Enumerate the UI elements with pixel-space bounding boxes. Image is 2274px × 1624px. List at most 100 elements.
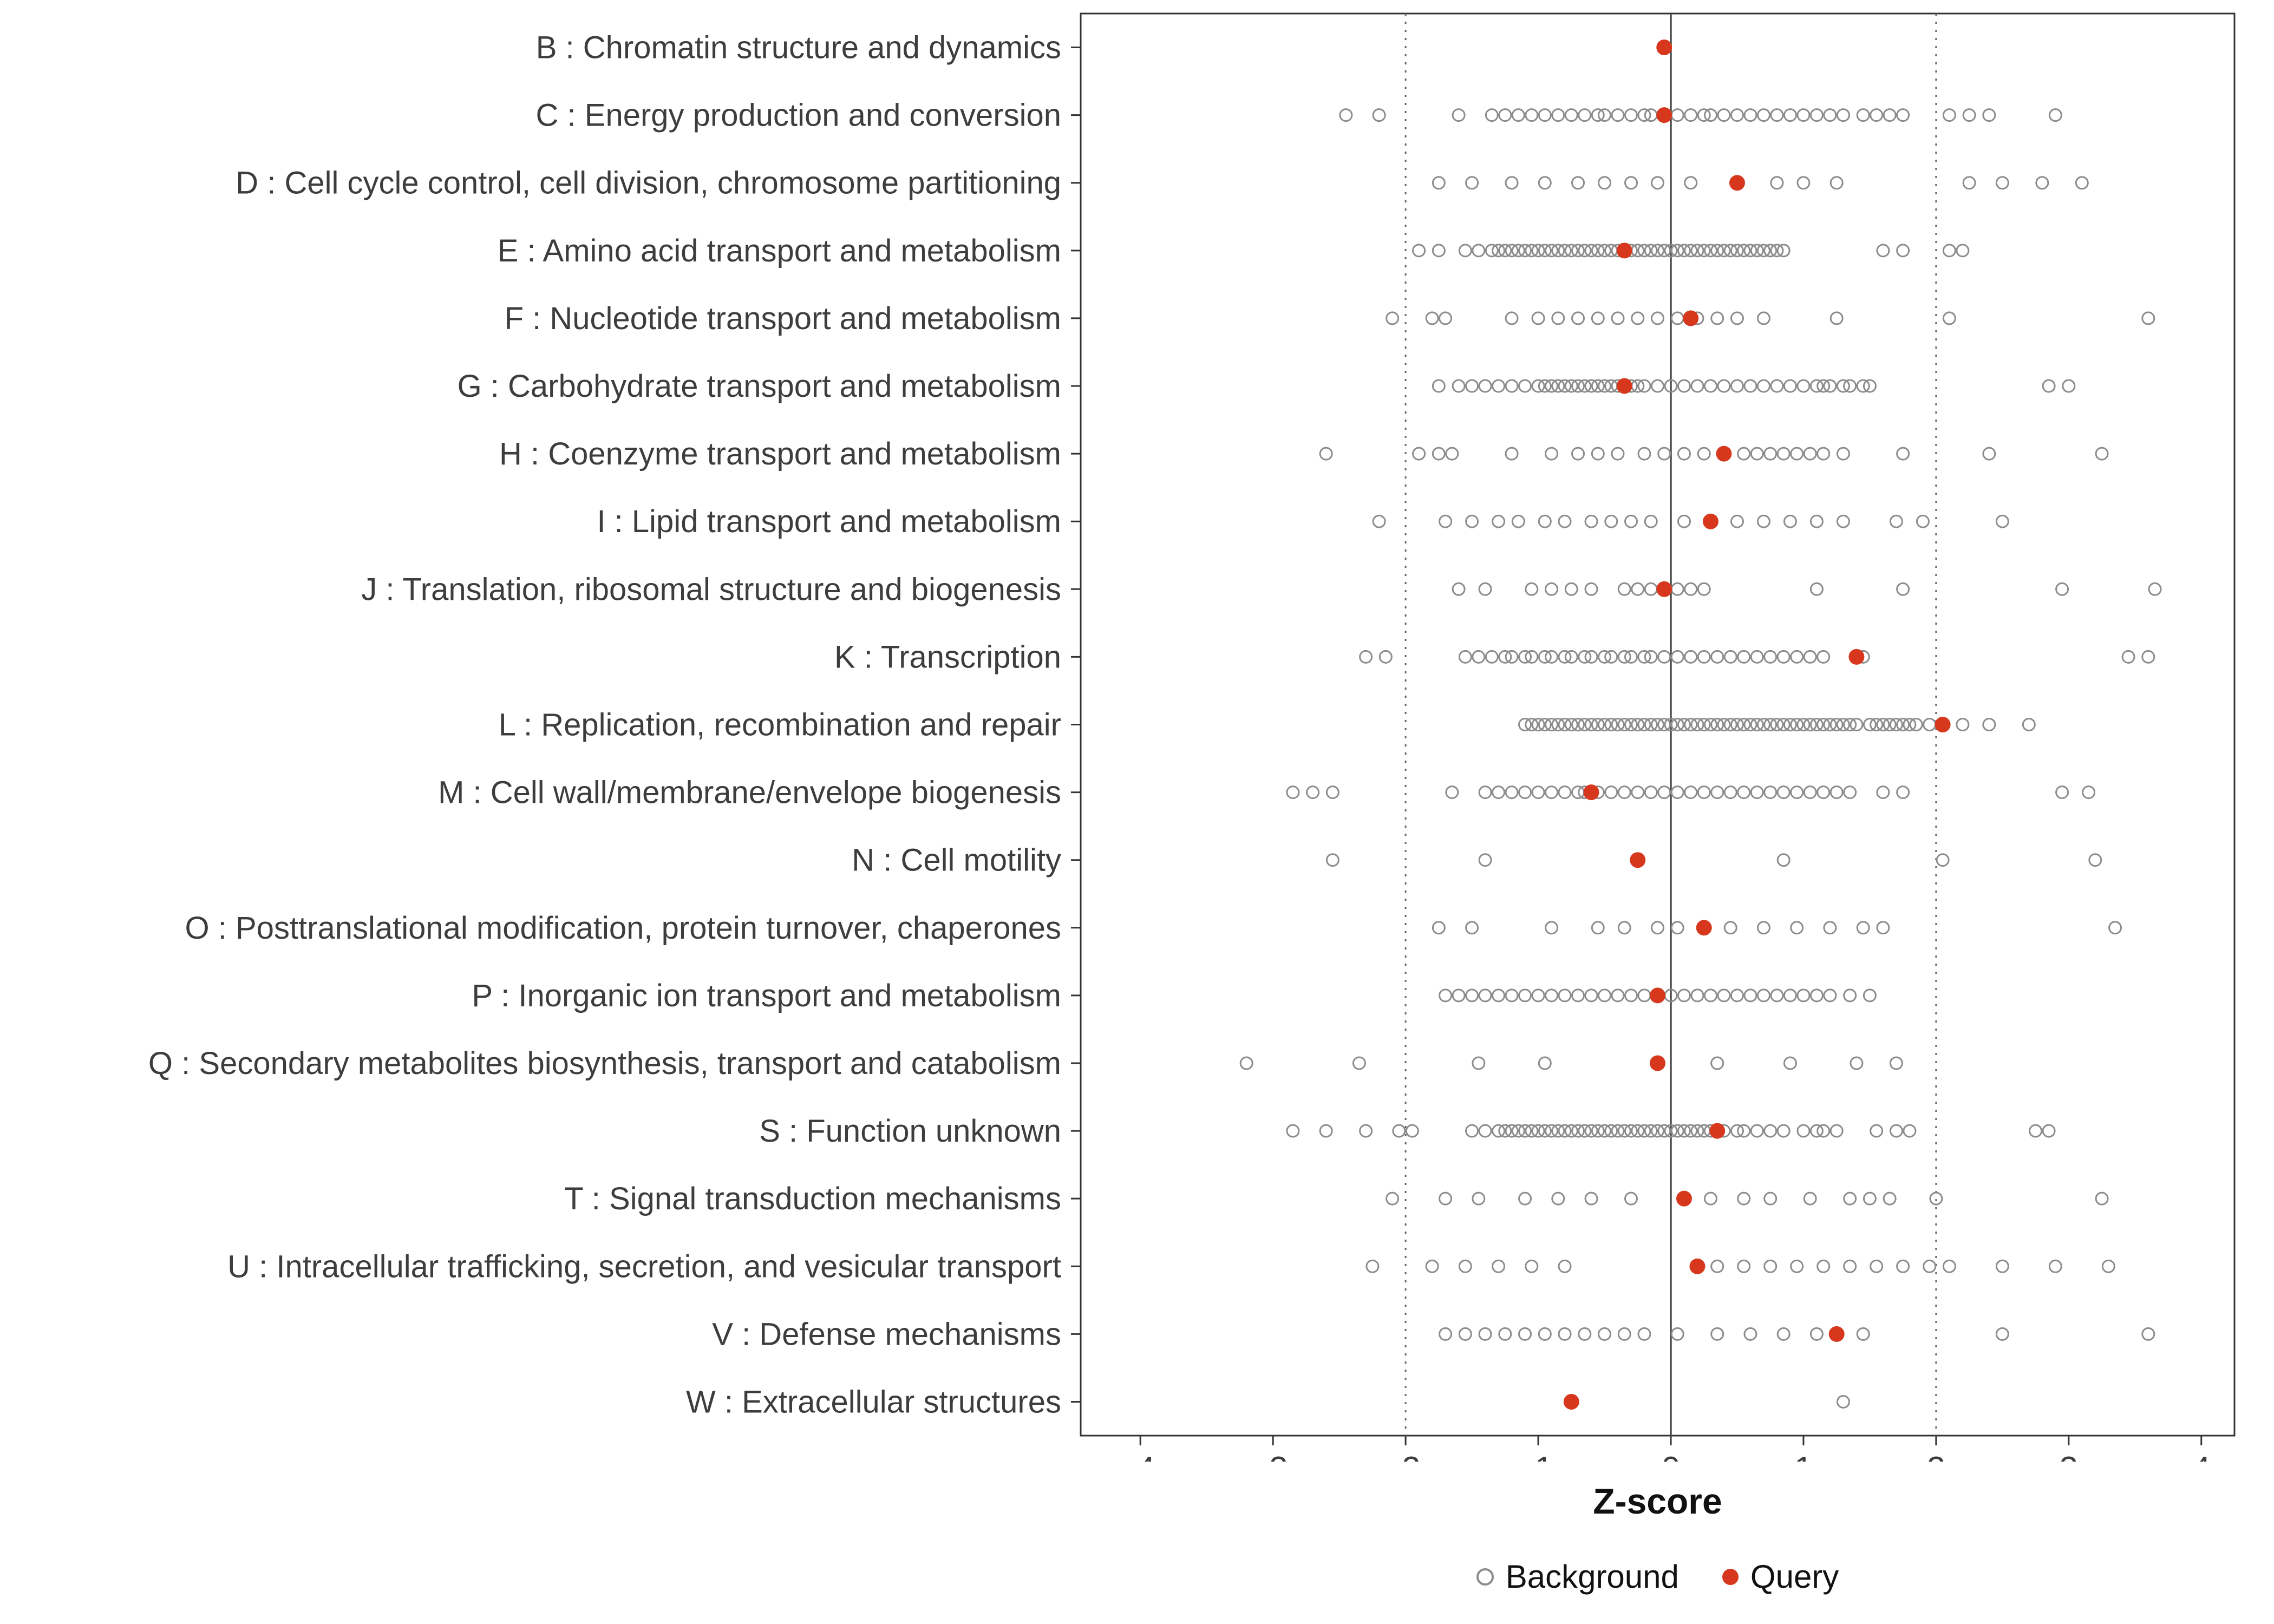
background-point bbox=[1730, 514, 1744, 528]
background-point bbox=[1670, 921, 1684, 935]
background-point bbox=[1717, 718, 1731, 731]
background-point bbox=[1591, 921, 1605, 935]
background-point bbox=[1637, 718, 1651, 731]
background-point bbox=[1525, 650, 1539, 664]
background-point bbox=[1538, 1124, 1552, 1138]
background-point bbox=[1803, 785, 1817, 800]
background-point bbox=[1439, 1191, 1453, 1206]
background-point bbox=[2101, 1259, 2115, 1273]
background-point bbox=[1617, 785, 1631, 800]
background-point bbox=[1995, 1259, 2009, 1273]
background-point bbox=[1637, 108, 1651, 122]
background-point bbox=[1843, 718, 1857, 731]
background-point bbox=[1545, 447, 1559, 461]
background-point bbox=[1485, 650, 1499, 664]
query-point bbox=[1848, 649, 1865, 665]
background-point bbox=[1405, 1124, 1419, 1138]
background-point bbox=[1604, 1124, 1618, 1138]
background-point bbox=[1465, 988, 1479, 1003]
background-point bbox=[1995, 1327, 2009, 1341]
background-point bbox=[1591, 718, 1605, 731]
background-point bbox=[1809, 1327, 1824, 1341]
background-point bbox=[1790, 718, 1804, 731]
background-point bbox=[1558, 1327, 1572, 1341]
y-axis-label: I : Lipid transport and metabolism bbox=[597, 504, 1061, 539]
background-point bbox=[1684, 108, 1698, 122]
background-point bbox=[1611, 311, 1625, 325]
background-point bbox=[1756, 718, 1770, 731]
background-point bbox=[1730, 1124, 1744, 1138]
background-point bbox=[1584, 379, 1598, 393]
y-axis-label: M : Cell wall/membrane/envelope biogenes… bbox=[438, 775, 1061, 810]
background-point bbox=[1571, 988, 1585, 1003]
background-point bbox=[1836, 1394, 1850, 1409]
background-point bbox=[1578, 1124, 1592, 1138]
background-point bbox=[2141, 650, 2155, 664]
background-point bbox=[1803, 1191, 1817, 1206]
background-point bbox=[1531, 718, 1545, 731]
background-point bbox=[1710, 1056, 1724, 1070]
background-point bbox=[1571, 718, 1585, 731]
background-point bbox=[1378, 650, 1393, 664]
background-point bbox=[1617, 921, 1631, 935]
background-point bbox=[2088, 853, 2102, 867]
background-point bbox=[1564, 379, 1578, 393]
background-point bbox=[1624, 514, 1638, 528]
background-point bbox=[1637, 379, 1651, 393]
background-point bbox=[1816, 379, 1831, 393]
background-point bbox=[1392, 1124, 1406, 1138]
background-point bbox=[1710, 650, 1724, 664]
background-point bbox=[1823, 379, 1837, 393]
query-point bbox=[1583, 784, 1599, 801]
background-point bbox=[1617, 718, 1631, 731]
background-point bbox=[1386, 311, 1400, 325]
background-point bbox=[1850, 1056, 1864, 1070]
background-point bbox=[2095, 447, 2109, 461]
background-point bbox=[1903, 718, 1917, 731]
background-point bbox=[1677, 988, 1691, 1003]
background-point bbox=[1843, 1259, 1857, 1273]
background-point bbox=[1644, 244, 1658, 258]
background-point bbox=[1923, 1259, 1937, 1273]
background-point bbox=[1790, 650, 1804, 664]
background-point bbox=[1750, 447, 1764, 461]
background-point bbox=[1809, 379, 1824, 393]
background-point bbox=[1995, 176, 2009, 190]
background-point bbox=[1995, 514, 2009, 528]
background-point bbox=[1730, 379, 1744, 393]
background-point bbox=[1651, 311, 1664, 325]
y-axis-label: C : Energy production and conversion bbox=[536, 98, 1061, 133]
query-point bbox=[1935, 717, 1951, 732]
background-point bbox=[1909, 718, 1923, 731]
background-point bbox=[1584, 514, 1598, 528]
background-point bbox=[1505, 379, 1519, 393]
background-point bbox=[1703, 108, 1717, 122]
background-point bbox=[1432, 379, 1446, 393]
background-point bbox=[1478, 1327, 1492, 1341]
background-point bbox=[1896, 1259, 1910, 1273]
background-point bbox=[1776, 244, 1791, 258]
background-point bbox=[1856, 921, 1870, 935]
background-point bbox=[1783, 718, 1797, 731]
background-point bbox=[1982, 108, 1996, 122]
background-point bbox=[1538, 176, 1552, 190]
background-point bbox=[1703, 244, 1717, 258]
background-point bbox=[1756, 244, 1770, 258]
background-point bbox=[1598, 176, 1612, 190]
background-point bbox=[1538, 108, 1552, 122]
background-point bbox=[1492, 514, 1506, 528]
background-point bbox=[1870, 1259, 1884, 1273]
y-axis-label: G : Carbohydrate transport and metabolis… bbox=[458, 369, 1061, 404]
y-axis-label: D : Cell cycle control, cell division, c… bbox=[236, 166, 1061, 201]
background-point bbox=[1697, 785, 1711, 800]
background-point bbox=[1690, 379, 1704, 393]
background-point bbox=[2055, 582, 2069, 596]
background-point bbox=[1584, 582, 1598, 596]
background-point bbox=[1870, 108, 1884, 122]
background-point bbox=[1498, 108, 1512, 122]
background-point bbox=[1611, 718, 1625, 731]
background-point bbox=[1776, 650, 1791, 664]
background-point bbox=[1770, 988, 1784, 1003]
y-axis-label: N : Cell motility bbox=[852, 843, 1061, 878]
background-point bbox=[1942, 244, 1956, 258]
